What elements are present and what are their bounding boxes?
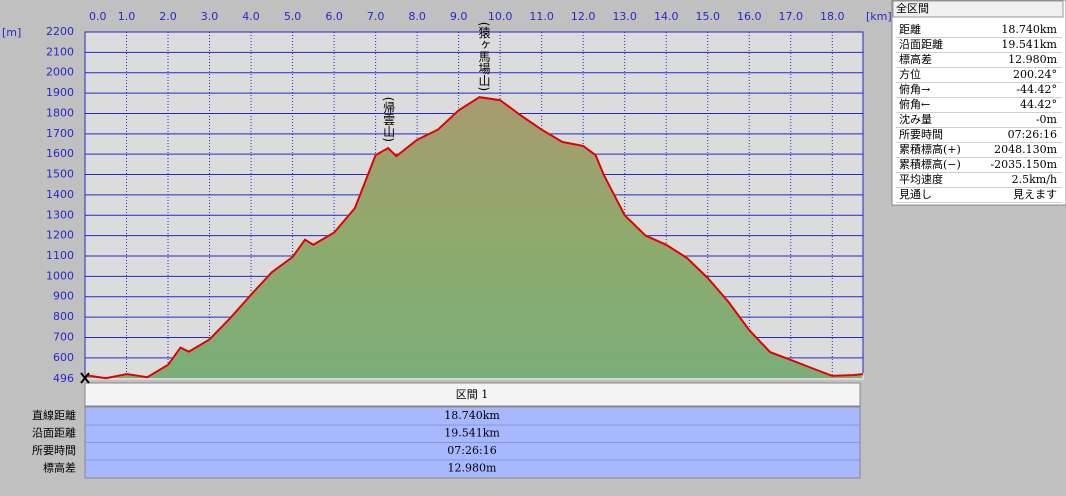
x-tick-label: 0.0 — [89, 10, 107, 23]
y-tick-label: 1900 — [46, 86, 74, 99]
summary-label: 俯角← — [899, 97, 930, 111]
summary-label: 見通し — [899, 188, 932, 201]
x-tick-label: 12.0 — [571, 10, 596, 23]
x-tick-label: 13.0 — [612, 10, 637, 23]
section-value: 12.980m — [448, 462, 497, 475]
y-tick-label: 1500 — [46, 168, 74, 181]
x-tick-label: 17.0 — [779, 10, 804, 23]
x-tick-label: 7.0 — [367, 10, 385, 23]
x-tick-label: 1.0 — [118, 10, 136, 23]
summary-value: 2.5km/h — [1012, 173, 1057, 186]
y-tick-label: 1400 — [46, 188, 74, 201]
x-tick-label: 3.0 — [201, 10, 219, 23]
track-line — [84, 96, 864, 380]
x-tick-label: 16.0 — [737, 10, 762, 23]
summary-value: -44.42° — [1016, 83, 1057, 96]
x-tick-label: 18.0 — [820, 10, 845, 23]
x-unit: [km] — [866, 10, 892, 23]
start-marker — [80, 372, 90, 384]
summary-value: 19.541km — [1001, 38, 1057, 51]
summary-label: 距離 — [899, 22, 921, 36]
summary-value: 07:26:16 — [1008, 128, 1057, 141]
summary-label: 平均速度 — [899, 172, 943, 186]
y-tick-label: 1700 — [46, 127, 74, 140]
x-tick-label: 9.0 — [450, 10, 468, 23]
section-label: 直線距離 — [32, 408, 76, 422]
summary-label: 沿面距離 — [899, 37, 943, 51]
summary-value: 2048.130m — [994, 143, 1057, 156]
y-tick-label: 800 — [53, 310, 74, 323]
summary-title-box — [892, 0, 1064, 18]
summary-label: 所要時間 — [899, 128, 943, 141]
y-tick-label: 1600 — [46, 147, 74, 160]
section-value: 07:26:16 — [447, 444, 496, 457]
section-label: 標高差 — [43, 461, 76, 475]
summary-value: 44.42° — [1020, 98, 1057, 111]
section-value: 19.541km — [444, 427, 500, 440]
summary-value: 見えます — [1013, 188, 1057, 201]
summary-value: 12.980m — [1008, 53, 1057, 66]
summary-value: -2035.150m — [990, 158, 1057, 171]
y-tick-label: 600 — [53, 351, 74, 364]
y-tick-label: 2100 — [46, 45, 74, 58]
y-unit: [m] — [2, 26, 21, 39]
y-tick-label: 1300 — [46, 208, 74, 221]
y-tick-label: 2200 — [46, 25, 74, 38]
y-tick-label: 1100 — [46, 249, 74, 262]
section-label: 沿面距離 — [32, 426, 76, 440]
x-tick-label: 10.0 — [488, 10, 513, 23]
x-tick-label: 6.0 — [325, 10, 343, 23]
summary-value: 200.24° — [1013, 68, 1057, 81]
x-tick-label: 11.0 — [529, 10, 554, 23]
summary-label: 俯角→ — [899, 82, 930, 96]
x-tick-label: 14.0 — [654, 10, 679, 23]
summary-label: 標高差 — [899, 52, 932, 66]
y-tick-label: 1800 — [46, 106, 74, 119]
x-tick-label: 4.0 — [242, 10, 260, 23]
section-title: 区間 1 — [456, 388, 489, 401]
x-tick-label: 15.0 — [695, 10, 720, 23]
y-tick-label: 1000 — [46, 269, 74, 282]
section-label: 所要時間 — [32, 444, 76, 457]
x-tick-label: 5.0 — [284, 10, 302, 23]
summary-label: 累積標高(−) — [899, 157, 961, 171]
summary-label: 沈み量 — [899, 112, 932, 126]
summary-title: 全区間 — [896, 1, 929, 15]
y-tick-label: 900 — [53, 290, 74, 303]
summary-value: -0m — [1036, 113, 1058, 126]
peak-label: (猿ヶ馬場山) — [477, 22, 491, 91]
y-tick-label: 700 — [53, 330, 74, 343]
summary-label: 方位 — [899, 67, 921, 81]
peak-label: (帰雲山) — [382, 97, 396, 142]
section-header — [84, 382, 861, 407]
summary-panel — [891, 0, 1066, 206]
y-tick-label: 496 — [53, 372, 74, 385]
x-tick-label: 8.0 — [408, 10, 426, 23]
y-tick-label: 1200 — [46, 229, 74, 242]
summary-label: 累積標高(+) — [899, 142, 961, 156]
y-tick-label: 2000 — [46, 66, 74, 79]
x-tick-label: 2.0 — [159, 10, 177, 23]
summary-value: 18.740km — [1001, 23, 1057, 36]
section-value: 18.740km — [444, 409, 500, 422]
